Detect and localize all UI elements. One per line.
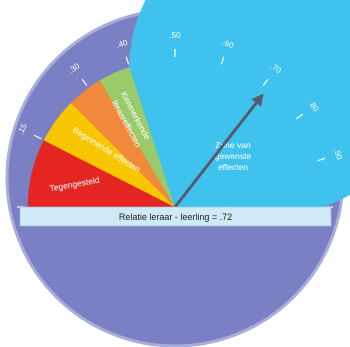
tick-label: .60 — [221, 38, 235, 50]
zones-group — [27, 0, 350, 208]
result-banner — [19, 206, 332, 227]
tick-label: .50 — [169, 31, 181, 40]
tick-label: 1.0 — [342, 201, 350, 213]
pointer-arrow — [173, 93, 264, 208]
zone-desired — [129, 0, 350, 208]
tick-mark — [81, 78, 88, 87]
tick-mark — [295, 113, 304, 120]
tick-mark — [262, 78, 269, 87]
pointer-shaft — [173, 102, 258, 208]
tick-mark — [33, 134, 42, 140]
zone-label-desired-3: effecten — [218, 162, 248, 172]
result-banner-text: Relatie leraar - leerling = .72 — [119, 212, 232, 222]
tick-mark — [125, 56, 130, 65]
zone-label-desired-2: gewenste — [215, 151, 252, 161]
zone-label-desired-1: Zone van — [215, 140, 251, 150]
scale-labels: 0.15.30.40.50.60.70.80.901.0 — [0, 31, 350, 213]
tick-mark — [317, 157, 326, 162]
tick-label: .90 — [332, 147, 344, 161]
pointer-head — [251, 93, 264, 107]
tick-label: .40 — [115, 38, 129, 50]
tick-label: 0 — [0, 204, 8, 209]
tick-mark — [220, 56, 225, 65]
